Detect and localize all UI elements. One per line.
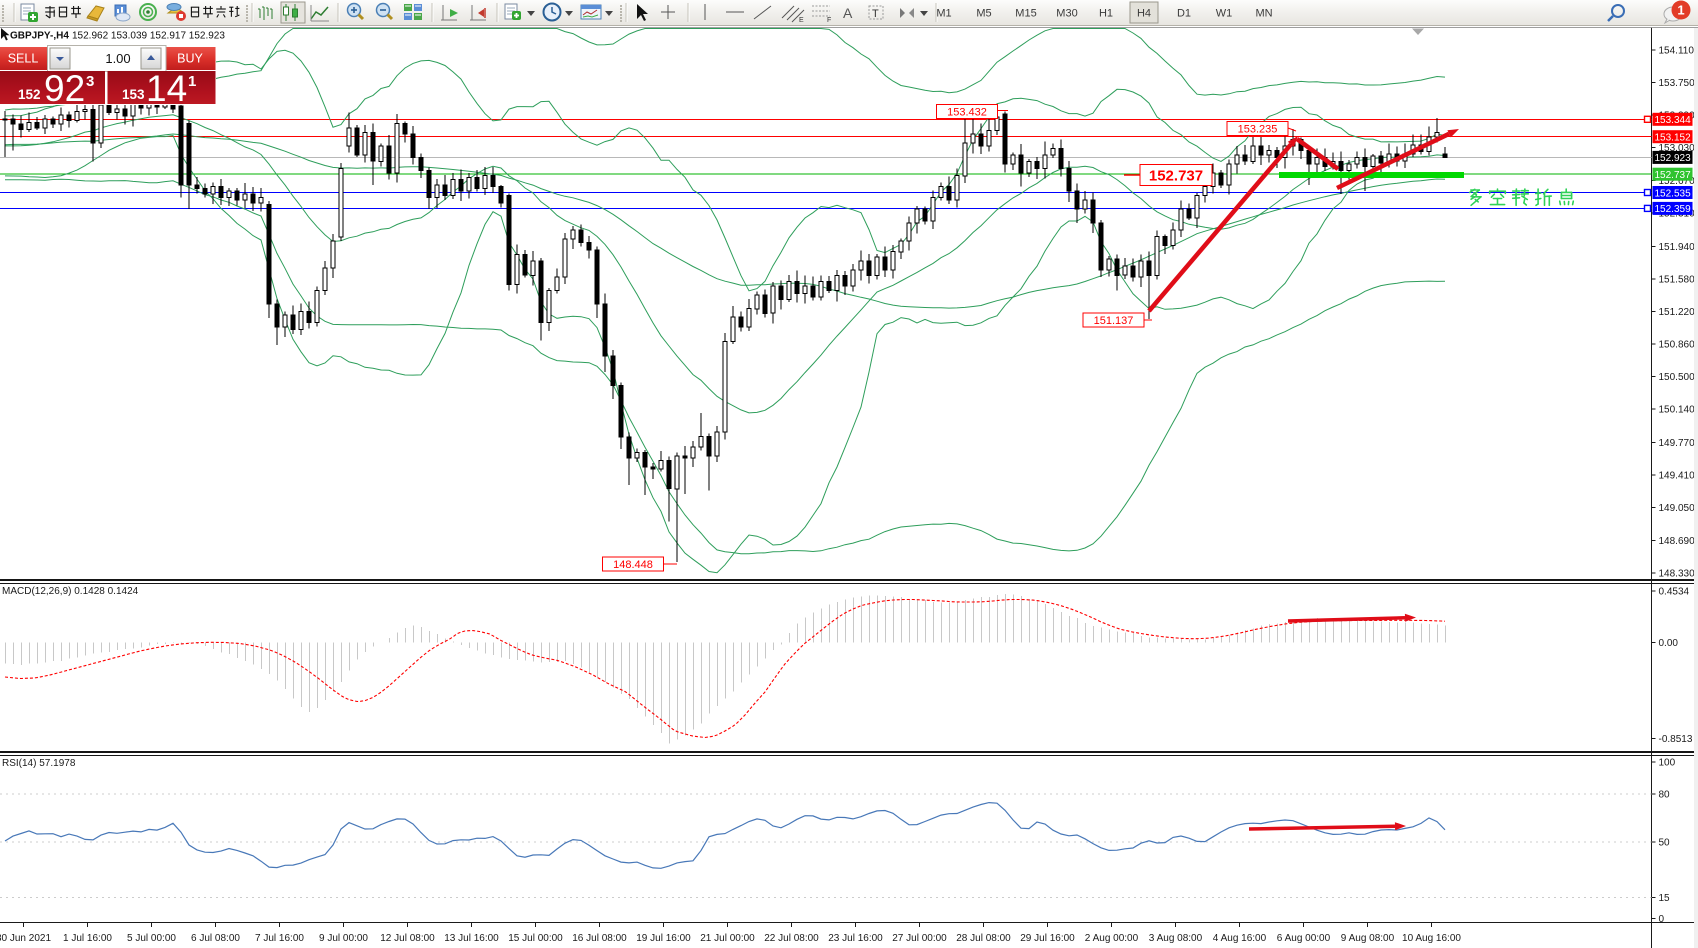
svg-text:3: 3: [86, 73, 94, 90]
svg-text:153: 153: [122, 87, 145, 102]
svg-text:M1: M1: [936, 8, 951, 20]
svg-text:15 Jul 00:00: 15 Jul 00:00: [508, 933, 563, 944]
svg-text:F: F: [827, 17, 831, 24]
svg-text:152.962 153.039 152.917 152.92: 152.962 153.039 152.917 152.923: [72, 31, 225, 42]
svg-text:153.235: 153.235: [1238, 123, 1278, 135]
svg-text:154.110: 154.110: [1659, 46, 1695, 57]
svg-text:SELL: SELL: [8, 52, 39, 66]
svg-text:153.750: 153.750: [1659, 78, 1696, 89]
svg-text:7 Jul 16:00: 7 Jul 16:00: [255, 933, 304, 944]
svg-text:6 Jul 08:00: 6 Jul 08:00: [191, 933, 240, 944]
svg-text:6 Aug 00:00: 6 Aug 00:00: [1277, 933, 1331, 944]
svg-text:148.330: 148.330: [1659, 568, 1696, 579]
svg-text:9 Jul 00:00: 9 Jul 00:00: [319, 933, 368, 944]
svg-text:150.860: 150.860: [1659, 340, 1696, 351]
svg-text:152.737: 152.737: [1655, 170, 1692, 181]
svg-text:14: 14: [146, 68, 187, 109]
svg-text:100: 100: [1659, 758, 1676, 769]
svg-text:1: 1: [188, 73, 196, 90]
svg-text:9 Aug 08:00: 9 Aug 08:00: [1341, 933, 1395, 944]
svg-text:M5: M5: [976, 8, 991, 20]
svg-text:92: 92: [44, 68, 85, 109]
svg-text:152.670: 152.670: [1659, 176, 1696, 187]
svg-text:1.00: 1.00: [105, 51, 130, 66]
svg-text:0: 0: [1659, 914, 1665, 925]
svg-text:M15: M15: [1015, 8, 1036, 20]
svg-text:27 Jul 00:00: 27 Jul 00:00: [892, 933, 947, 944]
svg-text:3 Aug 08:00: 3 Aug 08:00: [1149, 933, 1203, 944]
svg-text:29 Jul 16:00: 29 Jul 16:00: [1020, 933, 1075, 944]
svg-text:149.050: 149.050: [1659, 503, 1696, 514]
svg-text:152.535: 152.535: [1655, 188, 1692, 199]
svg-text:151.940: 151.940: [1659, 242, 1696, 253]
svg-text:151.220: 151.220: [1659, 307, 1696, 318]
svg-text:50: 50: [1659, 837, 1671, 848]
svg-text:16 Jul 08:00: 16 Jul 08:00: [572, 933, 627, 944]
svg-text:MACD(12,26,9) 0.1428 0.1424: MACD(12,26,9) 0.1428 0.1424: [2, 586, 139, 597]
svg-text:152.923: 152.923: [1655, 153, 1692, 164]
svg-text:2 Aug 00:00: 2 Aug 00:00: [1085, 933, 1139, 944]
svg-text:MN: MN: [1255, 8, 1272, 20]
svg-text:153.344: 153.344: [1655, 115, 1692, 126]
svg-text:148.690: 148.690: [1659, 536, 1696, 547]
svg-text:30 Jun 2021: 30 Jun 2021: [0, 933, 51, 944]
svg-text:152.737: 152.737: [1149, 167, 1203, 184]
svg-text:13 Jul 16:00: 13 Jul 16:00: [444, 933, 499, 944]
svg-text:5 Jul 00:00: 5 Jul 00:00: [127, 933, 176, 944]
svg-text:150.140: 150.140: [1659, 405, 1696, 416]
svg-text:152: 152: [18, 87, 41, 102]
svg-text:0.00: 0.00: [1659, 638, 1679, 649]
svg-text:A: A: [843, 5, 853, 21]
svg-text:4 Aug 16:00: 4 Aug 16:00: [1213, 933, 1267, 944]
svg-text:22 Jul 08:00: 22 Jul 08:00: [764, 933, 819, 944]
svg-text:21 Jul 00:00: 21 Jul 00:00: [700, 933, 755, 944]
svg-text:151.137: 151.137: [1094, 315, 1134, 327]
svg-text:0.4534: 0.4534: [1659, 587, 1690, 598]
svg-text:148.448: 148.448: [613, 559, 653, 571]
svg-text:152.359: 152.359: [1655, 204, 1692, 215]
svg-text:28 Jul 08:00: 28 Jul 08:00: [956, 933, 1011, 944]
svg-text:15: 15: [1659, 893, 1671, 904]
svg-text:M30: M30: [1056, 8, 1077, 20]
svg-text:E: E: [799, 17, 804, 24]
svg-text:149.410: 149.410: [1659, 471, 1696, 482]
svg-text:19 Jul 16:00: 19 Jul 16:00: [636, 933, 691, 944]
svg-text:1 Jul 16:00: 1 Jul 16:00: [63, 933, 112, 944]
svg-text:T: T: [872, 8, 879, 20]
svg-text:80: 80: [1659, 789, 1671, 800]
svg-text:H4: H4: [1137, 8, 1151, 20]
svg-text:D1: D1: [1177, 8, 1191, 20]
svg-text:153.030: 153.030: [1659, 143, 1696, 154]
svg-text:149.770: 149.770: [1659, 438, 1696, 449]
svg-text:RSI(14) 57.1978: RSI(14) 57.1978: [2, 758, 76, 769]
svg-text:W1: W1: [1216, 8, 1233, 20]
svg-text:153.432: 153.432: [947, 106, 987, 118]
svg-text:10 Aug 16:00: 10 Aug 16:00: [1402, 933, 1461, 944]
svg-text:12 Jul 08:00: 12 Jul 08:00: [380, 933, 435, 944]
svg-text:151.580: 151.580: [1659, 274, 1696, 285]
svg-text:BUY: BUY: [177, 52, 203, 66]
svg-text:1: 1: [1677, 3, 1684, 18]
svg-text:150.500: 150.500: [1659, 372, 1696, 383]
svg-text:H1: H1: [1099, 8, 1113, 20]
svg-text:153.152: 153.152: [1655, 133, 1692, 144]
svg-text:-0.8513: -0.8513: [1659, 734, 1693, 745]
svg-text:23 Jul 16:00: 23 Jul 16:00: [828, 933, 883, 944]
svg-text:GBPJPY-,H4: GBPJPY-,H4: [10, 31, 69, 42]
